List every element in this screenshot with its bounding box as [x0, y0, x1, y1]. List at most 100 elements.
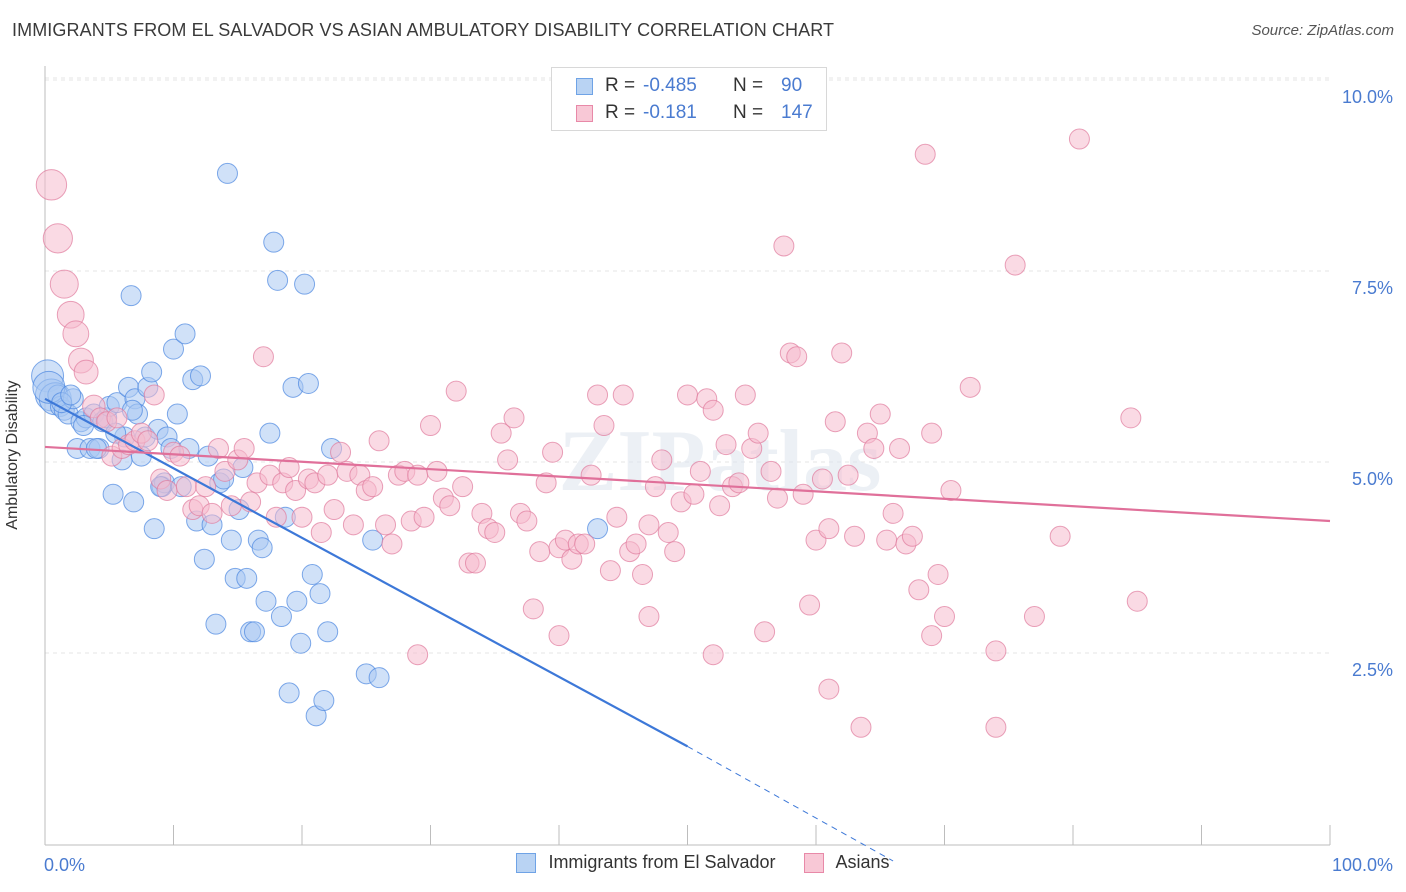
- el-salvador-point: [301, 564, 323, 585]
- asians-point: [734, 384, 756, 406]
- chart-title: IMMIGRANTS FROM EL SALVADOR VS ASIAN AMB…: [12, 20, 835, 40]
- asians-point: [754, 621, 776, 643]
- el-salvador-point: [290, 632, 312, 654]
- legend-r-value: -0.181: [643, 102, 697, 123]
- asians-point: [985, 716, 1007, 738]
- el-salvador-point: [270, 606, 292, 628]
- source-note: Source: ZipAtlas.com: [1251, 22, 1394, 39]
- legend-swatch: [516, 852, 537, 873]
- asians-point: [342, 514, 364, 536]
- asians-point: [644, 476, 666, 498]
- asians-point: [638, 606, 660, 628]
- el-salvador-point: [368, 667, 390, 689]
- asians-point: [760, 460, 782, 482]
- asians-point: [156, 479, 178, 501]
- asians-point: [606, 506, 628, 528]
- legend-label: Asians: [835, 852, 890, 872]
- el-salvador-point: [174, 323, 196, 345]
- legend-n-value: 90: [781, 75, 803, 96]
- asians-point: [599, 560, 621, 582]
- asians-point: [985, 640, 1007, 662]
- el-salvador-point: [263, 231, 285, 253]
- asians-point: [831, 342, 853, 364]
- asians-point: [773, 235, 795, 257]
- asians-point: [62, 320, 90, 348]
- asians-point: [837, 464, 859, 486]
- el-salvador-point: [166, 403, 188, 425]
- asians-point: [426, 460, 448, 482]
- asians-point: [959, 376, 981, 398]
- el-salvador-point: [297, 373, 319, 394]
- asians-point: [580, 464, 602, 486]
- asians-point: [407, 644, 429, 666]
- y-tick-label: 5.0%: [1352, 469, 1393, 489]
- asians-point: [201, 502, 223, 524]
- el-salvador-point: [143, 518, 165, 540]
- asians-point: [632, 564, 654, 585]
- el-salvador-point: [587, 518, 609, 540]
- asians-point: [625, 533, 647, 555]
- asians-point: [35, 169, 68, 201]
- asians-point: [542, 441, 564, 463]
- el-salvador-point: [255, 590, 277, 612]
- asians-point: [715, 434, 737, 456]
- asians-point: [914, 143, 936, 165]
- legend-row-asians: R = -0.181 N = 147: [576, 101, 813, 125]
- asians-point: [921, 422, 943, 444]
- el-salvador-trendline: [44, 397, 689, 748]
- asians-point: [445, 380, 467, 402]
- legend-row-el-salvador: R = -0.485 N = 90: [576, 74, 802, 98]
- asians-point: [728, 472, 750, 494]
- asians-point: [651, 449, 673, 471]
- asians-point: [940, 479, 962, 501]
- asians-point: [850, 716, 872, 738]
- asians-point: [49, 269, 79, 299]
- asians-point: [368, 430, 390, 452]
- asians-point: [677, 384, 698, 406]
- asians-point: [252, 346, 274, 368]
- asians-point: [516, 510, 538, 532]
- asians-point: [709, 495, 731, 517]
- asians-point: [818, 678, 840, 700]
- asians-point: [786, 346, 808, 368]
- el-salvador-point: [251, 537, 273, 559]
- asians-point: [381, 533, 403, 555]
- legend-n-label: N =: [733, 75, 764, 96]
- el-salvador-point: [205, 613, 227, 635]
- asians-point: [799, 594, 821, 616]
- el-salvador-point: [259, 422, 281, 444]
- legend-label: Immigrants from El Salvador: [548, 852, 776, 872]
- el-salvador-point: [317, 621, 339, 643]
- asians-point: [901, 525, 923, 547]
- asians-point: [317, 464, 339, 486]
- el-salvador-point: [193, 548, 215, 570]
- legend-swatch: [803, 852, 824, 873]
- legend-n-value: 147: [781, 102, 813, 123]
- asians-point: [587, 384, 609, 406]
- asians-point: [927, 564, 949, 585]
- legend-r-label: R =: [605, 102, 636, 123]
- el-salvador-point: [220, 529, 242, 551]
- asians-point: [702, 399, 724, 421]
- asians-point: [689, 460, 711, 482]
- asians-trendline: [44, 445, 1331, 523]
- y-tick-label: 7.5%: [1352, 278, 1393, 298]
- asians-point: [529, 541, 551, 563]
- asians-point: [452, 476, 474, 498]
- asians-point: [73, 359, 99, 385]
- el-salvador-point: [189, 365, 211, 387]
- asians-point: [362, 476, 384, 498]
- el-salvador-point: [236, 567, 258, 589]
- asians-point: [1004, 254, 1026, 276]
- asians-point: [702, 644, 724, 666]
- legend-n-label: N =: [733, 102, 764, 123]
- legend-item-el-salvador[interactable]: Immigrants from El Salvador: [516, 852, 776, 873]
- el-salvador-point: [120, 285, 142, 307]
- x-tick-label: 0.0%: [44, 855, 85, 875]
- asians-point: [683, 483, 705, 505]
- asians-point: [464, 552, 486, 574]
- el-salvador-point: [278, 682, 300, 704]
- series-legend: Immigrants from El Salvador Asians: [0, 852, 1406, 873]
- asians-point: [330, 441, 352, 463]
- legend-item-asians[interactable]: Asians: [803, 852, 890, 873]
